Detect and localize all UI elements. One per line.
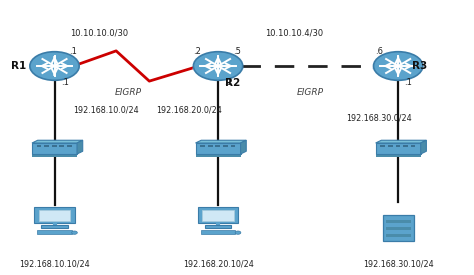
Text: EIGRP: EIGRP [115, 88, 141, 97]
Text: .1: .1 [61, 78, 69, 87]
Circle shape [193, 52, 243, 80]
FancyBboxPatch shape [202, 210, 234, 221]
Polygon shape [77, 140, 83, 154]
Text: R1: R1 [11, 61, 27, 71]
Circle shape [30, 52, 79, 80]
FancyBboxPatch shape [215, 145, 220, 147]
FancyBboxPatch shape [208, 145, 212, 147]
Polygon shape [195, 140, 246, 143]
FancyBboxPatch shape [198, 207, 238, 223]
Text: .6: .6 [375, 47, 383, 56]
Text: 192.168.20.10/24: 192.168.20.10/24 [182, 259, 254, 268]
FancyBboxPatch shape [32, 153, 77, 157]
FancyBboxPatch shape [45, 145, 49, 147]
Text: 192.168.20.0/24: 192.168.20.0/24 [156, 106, 222, 114]
Text: .5: .5 [233, 47, 241, 56]
FancyBboxPatch shape [205, 225, 231, 228]
Ellipse shape [372, 65, 424, 72]
FancyBboxPatch shape [388, 145, 392, 147]
Text: R3: R3 [412, 61, 427, 71]
FancyBboxPatch shape [67, 145, 72, 147]
FancyBboxPatch shape [39, 210, 70, 221]
Text: 192.168.30.10/24: 192.168.30.10/24 [363, 259, 433, 268]
FancyBboxPatch shape [52, 145, 57, 147]
FancyBboxPatch shape [385, 234, 410, 237]
FancyBboxPatch shape [60, 145, 64, 147]
FancyBboxPatch shape [375, 153, 420, 157]
Text: 192.168.30.0/24: 192.168.30.0/24 [346, 114, 411, 123]
Polygon shape [420, 140, 427, 154]
FancyBboxPatch shape [36, 145, 41, 147]
FancyBboxPatch shape [375, 143, 420, 154]
FancyBboxPatch shape [195, 143, 241, 154]
FancyBboxPatch shape [383, 215, 413, 241]
Text: .1: .1 [70, 47, 77, 56]
FancyBboxPatch shape [201, 230, 235, 234]
Text: EIGRP: EIGRP [297, 88, 324, 97]
Circle shape [374, 52, 423, 80]
FancyBboxPatch shape [41, 225, 68, 228]
Ellipse shape [28, 65, 81, 72]
FancyBboxPatch shape [32, 143, 77, 154]
FancyBboxPatch shape [34, 207, 75, 223]
Circle shape [235, 231, 241, 234]
Text: 10.10.10.0/30: 10.10.10.0/30 [71, 28, 128, 37]
Text: .2: .2 [193, 47, 201, 56]
FancyBboxPatch shape [223, 145, 228, 147]
FancyBboxPatch shape [403, 145, 408, 147]
Text: 192.168.10.0/24: 192.168.10.0/24 [73, 106, 139, 114]
Text: R2: R2 [225, 78, 240, 87]
Circle shape [72, 231, 77, 234]
FancyBboxPatch shape [385, 220, 410, 223]
FancyBboxPatch shape [380, 145, 385, 147]
FancyBboxPatch shape [37, 230, 72, 234]
Text: .1: .1 [404, 78, 412, 87]
FancyBboxPatch shape [410, 145, 415, 147]
Ellipse shape [192, 65, 244, 72]
FancyBboxPatch shape [395, 145, 400, 147]
FancyBboxPatch shape [195, 153, 241, 157]
Text: .1: .1 [224, 78, 232, 87]
FancyBboxPatch shape [385, 227, 410, 230]
FancyBboxPatch shape [231, 145, 236, 147]
Text: 10.10.10.4/30: 10.10.10.4/30 [265, 28, 323, 37]
Polygon shape [241, 140, 246, 154]
FancyBboxPatch shape [200, 145, 205, 147]
Polygon shape [32, 140, 83, 143]
Text: 192.168.10.10/24: 192.168.10.10/24 [19, 259, 90, 268]
Polygon shape [375, 140, 427, 143]
